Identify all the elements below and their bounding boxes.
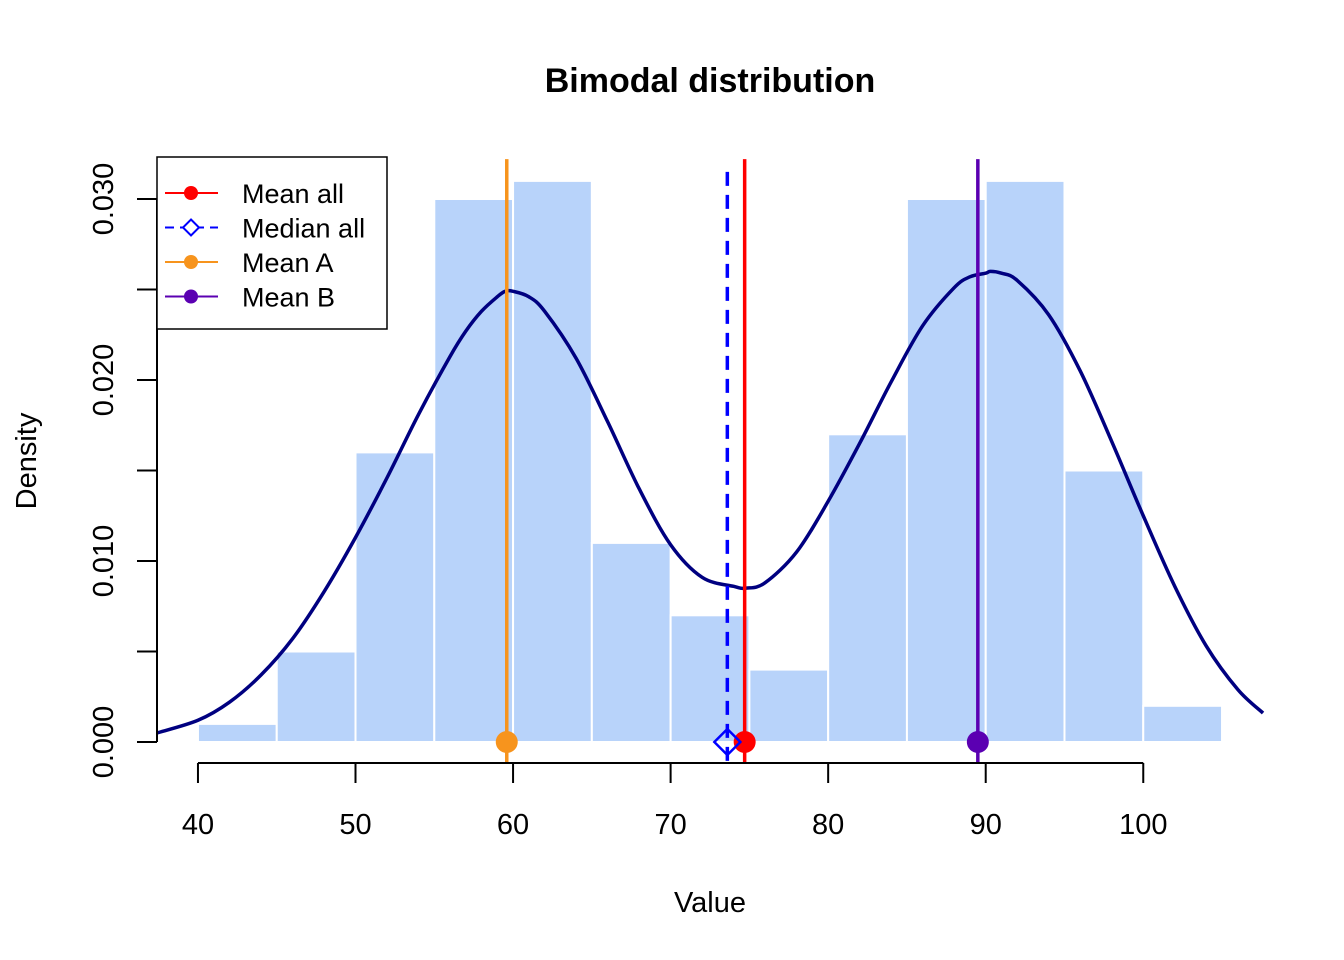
- legend-marker-mean-b: [184, 289, 198, 304]
- x-tick-label: 90: [970, 809, 1002, 841]
- x-tick-label: 80: [812, 809, 844, 841]
- histogram-bar: [984, 179, 1066, 743]
- legend: Mean all Median all Mean A Mean B: [156, 156, 388, 330]
- mean-all-marker: [733, 731, 756, 753]
- histogram-bar: [905, 198, 987, 743]
- x-axis-label: Value: [674, 887, 746, 919]
- chart-title: Bimodal distribution: [545, 62, 876, 100]
- reference-lines: [495, 159, 989, 762]
- histogram-bar: [1063, 469, 1145, 743]
- x-tick-label: 60: [497, 809, 529, 841]
- histogram-bar: [748, 668, 830, 743]
- x-tick-label: 50: [339, 809, 371, 841]
- histogram-bar: [590, 541, 672, 744]
- median-all-marker: [712, 727, 743, 757]
- y-tick-label: 0.010: [88, 525, 120, 598]
- legend-label-mean-b: Mean B: [242, 283, 335, 313]
- density-curve: [156, 269, 1265, 735]
- legend-label-median-all: Median all: [242, 214, 365, 244]
- histogram-bar: [433, 198, 515, 743]
- legend-marker-median-all: [181, 218, 201, 237]
- y-tick-label: 0.000: [88, 706, 120, 779]
- legend-label-mean-a: Mean A: [242, 248, 334, 278]
- histogram-bar: [827, 433, 908, 743]
- x-tick-label: 40: [182, 809, 214, 841]
- histogram-bar: [512, 179, 593, 743]
- histogram-bar: [275, 650, 357, 743]
- y-axis-label: Density: [11, 412, 43, 509]
- y-axis: 0.000 0.010 0.020 0.030: [88, 163, 158, 779]
- histogram-bar: [196, 722, 278, 744]
- x-tick-label: 100: [1119, 809, 1167, 841]
- legend-label-mean-all: Mean all: [242, 179, 344, 209]
- x-tick-label: 70: [654, 809, 686, 841]
- mean-a-marker: [495, 731, 518, 753]
- histogram-bar: [669, 614, 751, 743]
- histogram-bar: [1142, 704, 1224, 743]
- legend-marker-mean-all: [184, 186, 198, 200]
- mean-b-marker: [966, 731, 989, 753]
- y-tick-label: 0.020: [88, 344, 120, 417]
- legend-marker-mean-a: [184, 255, 198, 269]
- y-tick-label: 0.030: [88, 163, 120, 236]
- histogram-bars: [196, 179, 1224, 744]
- x-axis: 40 50 60 70 80 90 100: [182, 762, 1167, 841]
- density-curve-group: [156, 269, 1265, 735]
- histogram-bar: [354, 451, 436, 743]
